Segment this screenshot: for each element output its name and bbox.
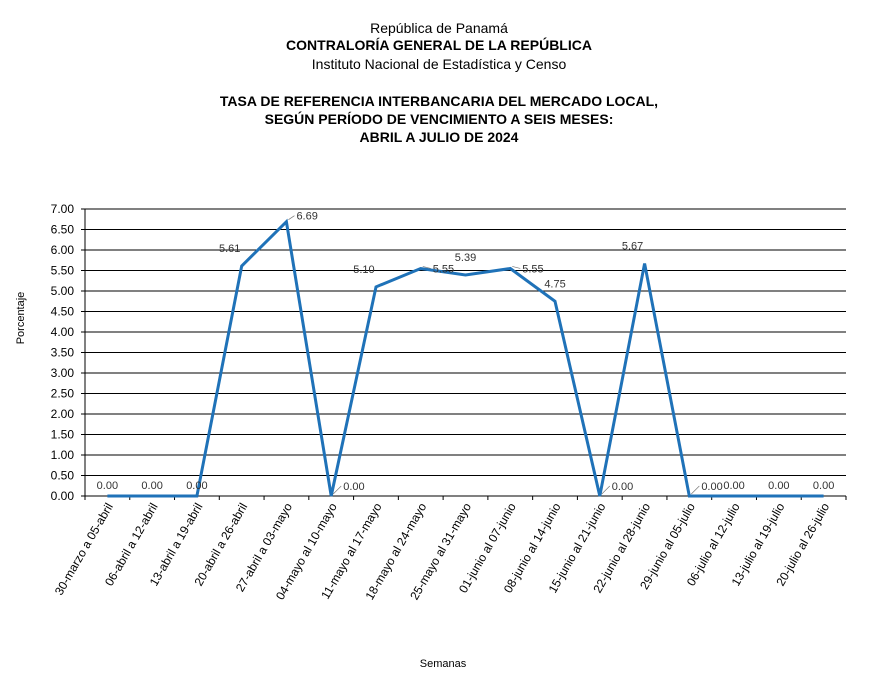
data-label: 0.00	[612, 481, 633, 493]
header-organization: CONTRALORÍA GENERAL DE LA REPÚBLICA	[286, 37, 592, 53]
data-label-leader	[422, 266, 431, 269]
x-axis-title: Semanas	[420, 658, 467, 670]
data-label: 6.69	[296, 211, 317, 223]
data-label: 5.10	[353, 264, 374, 276]
y-tick-label: 5.00	[51, 284, 75, 298]
data-label: 0.00	[813, 480, 834, 492]
y-tick-label: 2.50	[51, 387, 75, 401]
y-tick-label: 2.00	[51, 407, 75, 421]
y-axis-title: Porcentaje	[15, 292, 27, 345]
data-label-leader	[691, 485, 700, 495]
data-label: 0.00	[723, 480, 744, 492]
series-line	[107, 218, 824, 498]
data-label-leader	[332, 485, 342, 495]
y-tick-label: 6.50	[51, 223, 75, 237]
y-tick-label: 7.00	[51, 202, 75, 216]
y-tick-label: 3.00	[51, 366, 75, 380]
y-tick-label: 5.50	[51, 264, 75, 278]
data-label: 5.39	[455, 252, 476, 264]
data-label: 0.00	[701, 481, 722, 493]
data-label-leader	[288, 215, 295, 221]
y-tick-label: 0.50	[51, 469, 75, 483]
y-tick-label: 4.00	[51, 325, 75, 339]
data-label: 5.67	[622, 241, 643, 253]
data-label: 0.00	[343, 481, 364, 493]
y-tick-label: 0.00	[51, 489, 75, 503]
chart-title-line-2: SEGÚN PERÍODO DE VENCIMIENTO A SEIS MESE…	[264, 111, 614, 127]
y-tick-label: 1.00	[51, 448, 75, 462]
data-label: 0.00	[141, 480, 162, 492]
data-label-leader	[601, 485, 611, 495]
y-tick-label: 6.00	[51, 243, 75, 257]
data-label: 0.00	[768, 480, 789, 492]
data-label: 5.55	[433, 263, 454, 275]
data-label: 5.61	[219, 243, 240, 255]
data-label-leader	[512, 266, 521, 269]
y-tick-label: 3.50	[51, 346, 75, 360]
data-label: 0.00	[186, 480, 207, 492]
y-tick-label: 4.50	[51, 305, 75, 319]
data-label: 5.55	[522, 263, 543, 275]
header-country: República de Panamá	[370, 20, 508, 36]
data-label: 4.75	[544, 278, 565, 290]
y-tick-label: 1.50	[51, 428, 75, 442]
chart-title-line-1: TASA DE REFERENCIA INTERBANCARIA DEL MER…	[219, 93, 659, 109]
header-institute: Instituto Nacional de Estadística y Cens…	[311, 56, 567, 72]
chart-title-line-3: ABRIL A JULIO DE 2024	[359, 129, 519, 145]
data-label: 0.00	[97, 480, 118, 492]
